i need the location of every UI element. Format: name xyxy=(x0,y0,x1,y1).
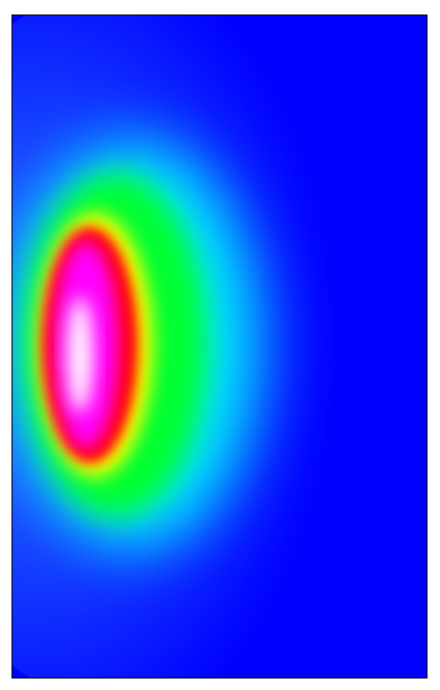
field xyxy=(12,15,427,678)
frame xyxy=(11,14,428,679)
peak xyxy=(67,297,93,413)
